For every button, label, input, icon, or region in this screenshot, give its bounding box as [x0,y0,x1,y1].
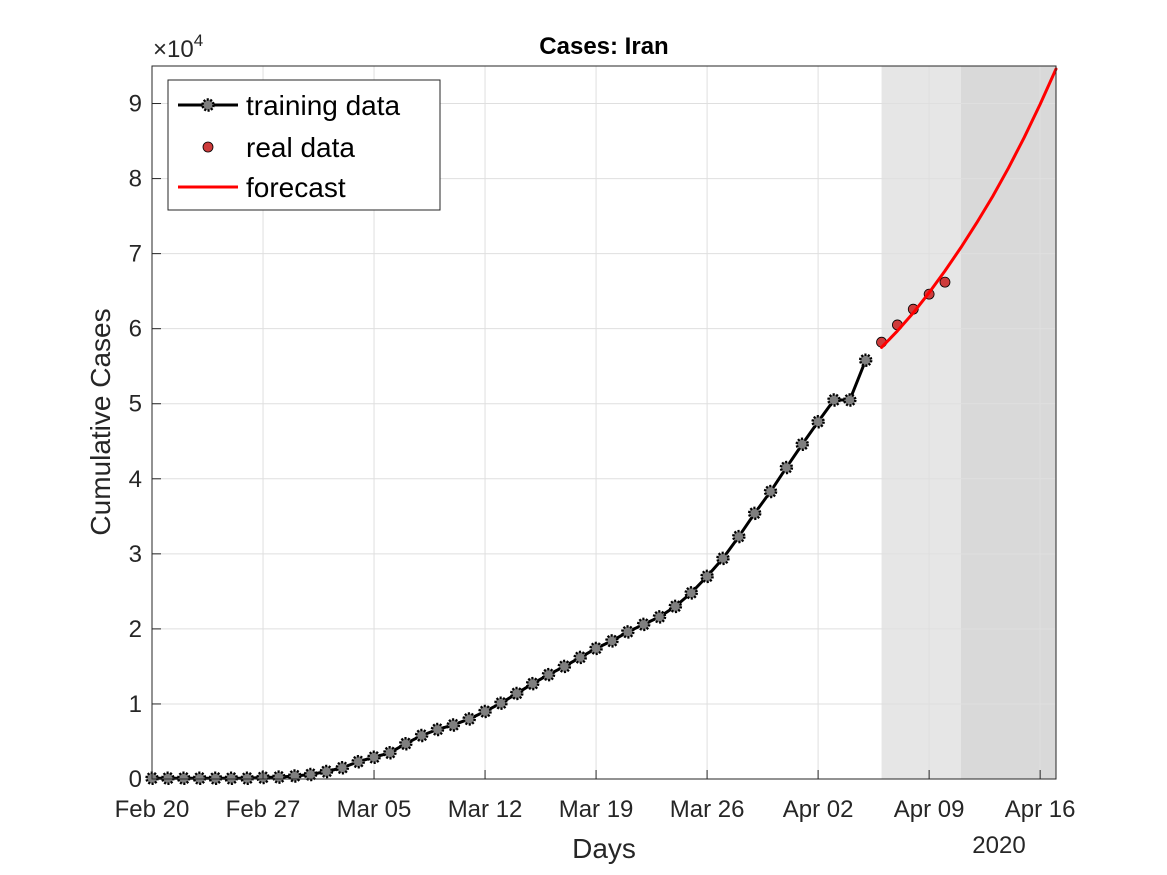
y-tick-label-3: 3 [129,541,142,568]
y-tick-label-2: 2 [129,616,142,643]
y-axis-label: Cumulative Cases [85,308,116,535]
real-data-point-4 [939,276,951,288]
training-data-point-36 [716,551,730,566]
training-data-point-3 [192,771,207,785]
training-data-point-45 [858,353,873,367]
training-data-point-24 [525,676,540,691]
x-tick-label-5: Mar 26 [670,796,745,823]
x-tick-label-6: Apr 02 [783,796,854,823]
training-data-point-18 [430,722,445,737]
shaded-region-1 [881,66,961,779]
y-tick-label-9: 9 [129,91,142,118]
training-data-point-32 [652,610,667,624]
training-data-point-39 [763,484,778,499]
y-tick-label-7: 7 [129,241,142,268]
training-data-point-35 [700,569,714,584]
y-tick-label-6: 6 [129,316,142,343]
training-data-point-2 [176,771,191,785]
training-data-point-41 [795,437,809,452]
training-data-point-25 [541,667,556,682]
chart-title: Cases: Iran [539,33,668,60]
training-data-point-8 [272,770,286,784]
shaded-region-2 [960,66,1056,779]
training-data-point-40 [779,460,794,475]
training-data-point-23 [510,686,524,701]
training-data-point-14 [367,750,381,764]
training-data-point-15 [383,745,397,760]
training-data-point-26 [557,659,572,674]
training-data-point-6 [240,771,254,785]
training-data-point-27 [573,650,587,665]
training-data-point-13 [351,754,365,769]
training-data-point-12 [335,760,350,775]
series [145,67,1058,785]
training-data-point-44 [843,393,857,407]
y-tick-label-0: 0 [129,766,142,793]
training-data-point-37 [732,529,746,544]
training-data-point-42 [811,414,825,429]
training-data-point-11 [319,764,334,779]
y-tick-label-4: 4 [129,466,142,493]
training-data-line [150,358,868,780]
training-data-point-31 [636,617,651,632]
training-data-point-34 [684,586,698,600]
x-axis-label: Days [572,833,636,864]
x-tick-label-4: Mar 19 [559,796,634,823]
y-axis: 0 1 2 3 4 5 6 7 8 9 [129,91,161,793]
x-tick-label-8: Apr 16 [1005,796,1076,823]
training-data-point-1 [161,771,175,785]
legend-training-marker [201,98,215,112]
x-axis-year-label: 2020 [972,832,1025,859]
legend-real-marker [202,141,214,153]
training-data-point-16 [399,736,413,751]
training-data-point-5 [224,771,239,785]
legend-forecast-label: forecast [246,172,346,203]
x-tick-label-7: Apr 09 [894,796,965,823]
training-data-point-22 [494,696,508,710]
legend: training data real data forecast [167,79,441,211]
training-data-point-4 [208,771,223,785]
y-tick-label-1: 1 [129,691,142,718]
x-tick-label-1: Feb 27 [226,796,301,823]
y-axis-exponent: ×104 [153,31,203,63]
y-axis-exponent-power: 4 [194,31,203,50]
x-tick-label-3: Mar 12 [448,796,523,823]
training-data-point-28 [589,641,603,656]
x-tick-label-2: Mar 05 [337,796,412,823]
training-data-point-9 [287,769,302,783]
legend-training-label: training data [246,90,401,121]
x-tick-label-0: Feb 20 [115,796,190,823]
training-data-point-33 [668,599,683,614]
forecast-line [880,67,1058,349]
forecast-shading [881,66,1056,779]
y-tick-label-8: 8 [129,166,142,193]
training-data-point-29 [605,634,619,648]
training-data-point-20 [462,712,476,726]
training-data-point-30 [621,625,635,639]
training-data-point-19 [446,718,461,732]
training-data-point-43 [827,393,841,407]
training-data-point-21 [478,704,492,719]
legend-real-label: real data [246,132,355,163]
plot-box [151,65,1057,780]
training-data-point-10 [303,767,318,782]
training-data-point-17 [414,728,429,743]
y-axis-exponent-base: ×10 [153,36,194,63]
x-axis: Feb 20 Feb 27 Mar 05 Mar 12 Mar 19 Mar 26 Apr … [115,770,1076,823]
training-data-point-38 [747,506,762,521]
y-tick-label-5: 5 [129,391,142,418]
